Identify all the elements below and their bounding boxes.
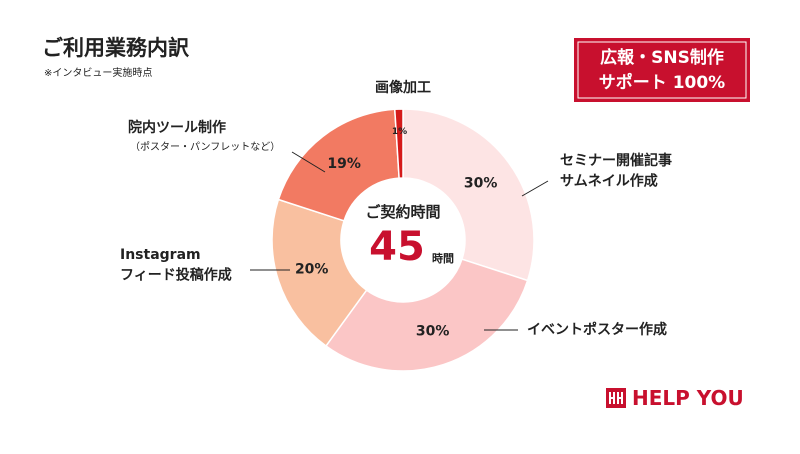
category-label: セミナー開催記事サムネイル作成: [560, 152, 672, 189]
donut-segment: [402, 108, 535, 282]
badge-border: [577, 41, 747, 99]
center-unit: 時間: [432, 251, 454, 265]
value-label: 1%: [392, 127, 407, 137]
value-label: 30%: [416, 323, 450, 339]
badge-box: [574, 38, 750, 102]
logo: HELP YOU: [606, 386, 744, 410]
logo-text: HELP YOU: [632, 386, 744, 410]
badge-line: サポート 100%: [599, 72, 725, 93]
subtitle: ※インタビュー実施時点: [44, 66, 152, 79]
donut-segment: [271, 198, 368, 348]
value-label: 19%: [327, 156, 361, 172]
value-label: 20%: [295, 262, 329, 278]
donut-segment: [393, 108, 404, 179]
donut-segment: [324, 258, 529, 372]
logo-icon-mark: [609, 392, 623, 404]
center-value: 45: [369, 224, 425, 270]
category-label: イベントポスター作成: [527, 321, 667, 338]
category-note: （ポスター・パンフレットなど）: [130, 141, 280, 153]
leader-line: [521, 180, 549, 197]
value-label: 30%: [464, 176, 498, 192]
donut-chart: 30% セミナー開催記事サムネイル作成 30% イベントポスター作成 20% Instag…: [120, 79, 672, 372]
center-label: ご契約時間: [365, 203, 440, 221]
title: ご利用業務内訳: [42, 36, 190, 60]
category-label: 院内ツール制作: [128, 119, 226, 136]
badge-line: 広報・SNS制作: [600, 47, 724, 68]
category-label: Instagram フィード投稿作成: [120, 247, 232, 283]
donut-segment: [277, 108, 400, 222]
badge: 広報・SNS制作 サポート 100%: [574, 38, 750, 102]
leader-line: [291, 151, 326, 173]
category-label: 画像加工: [375, 79, 431, 96]
